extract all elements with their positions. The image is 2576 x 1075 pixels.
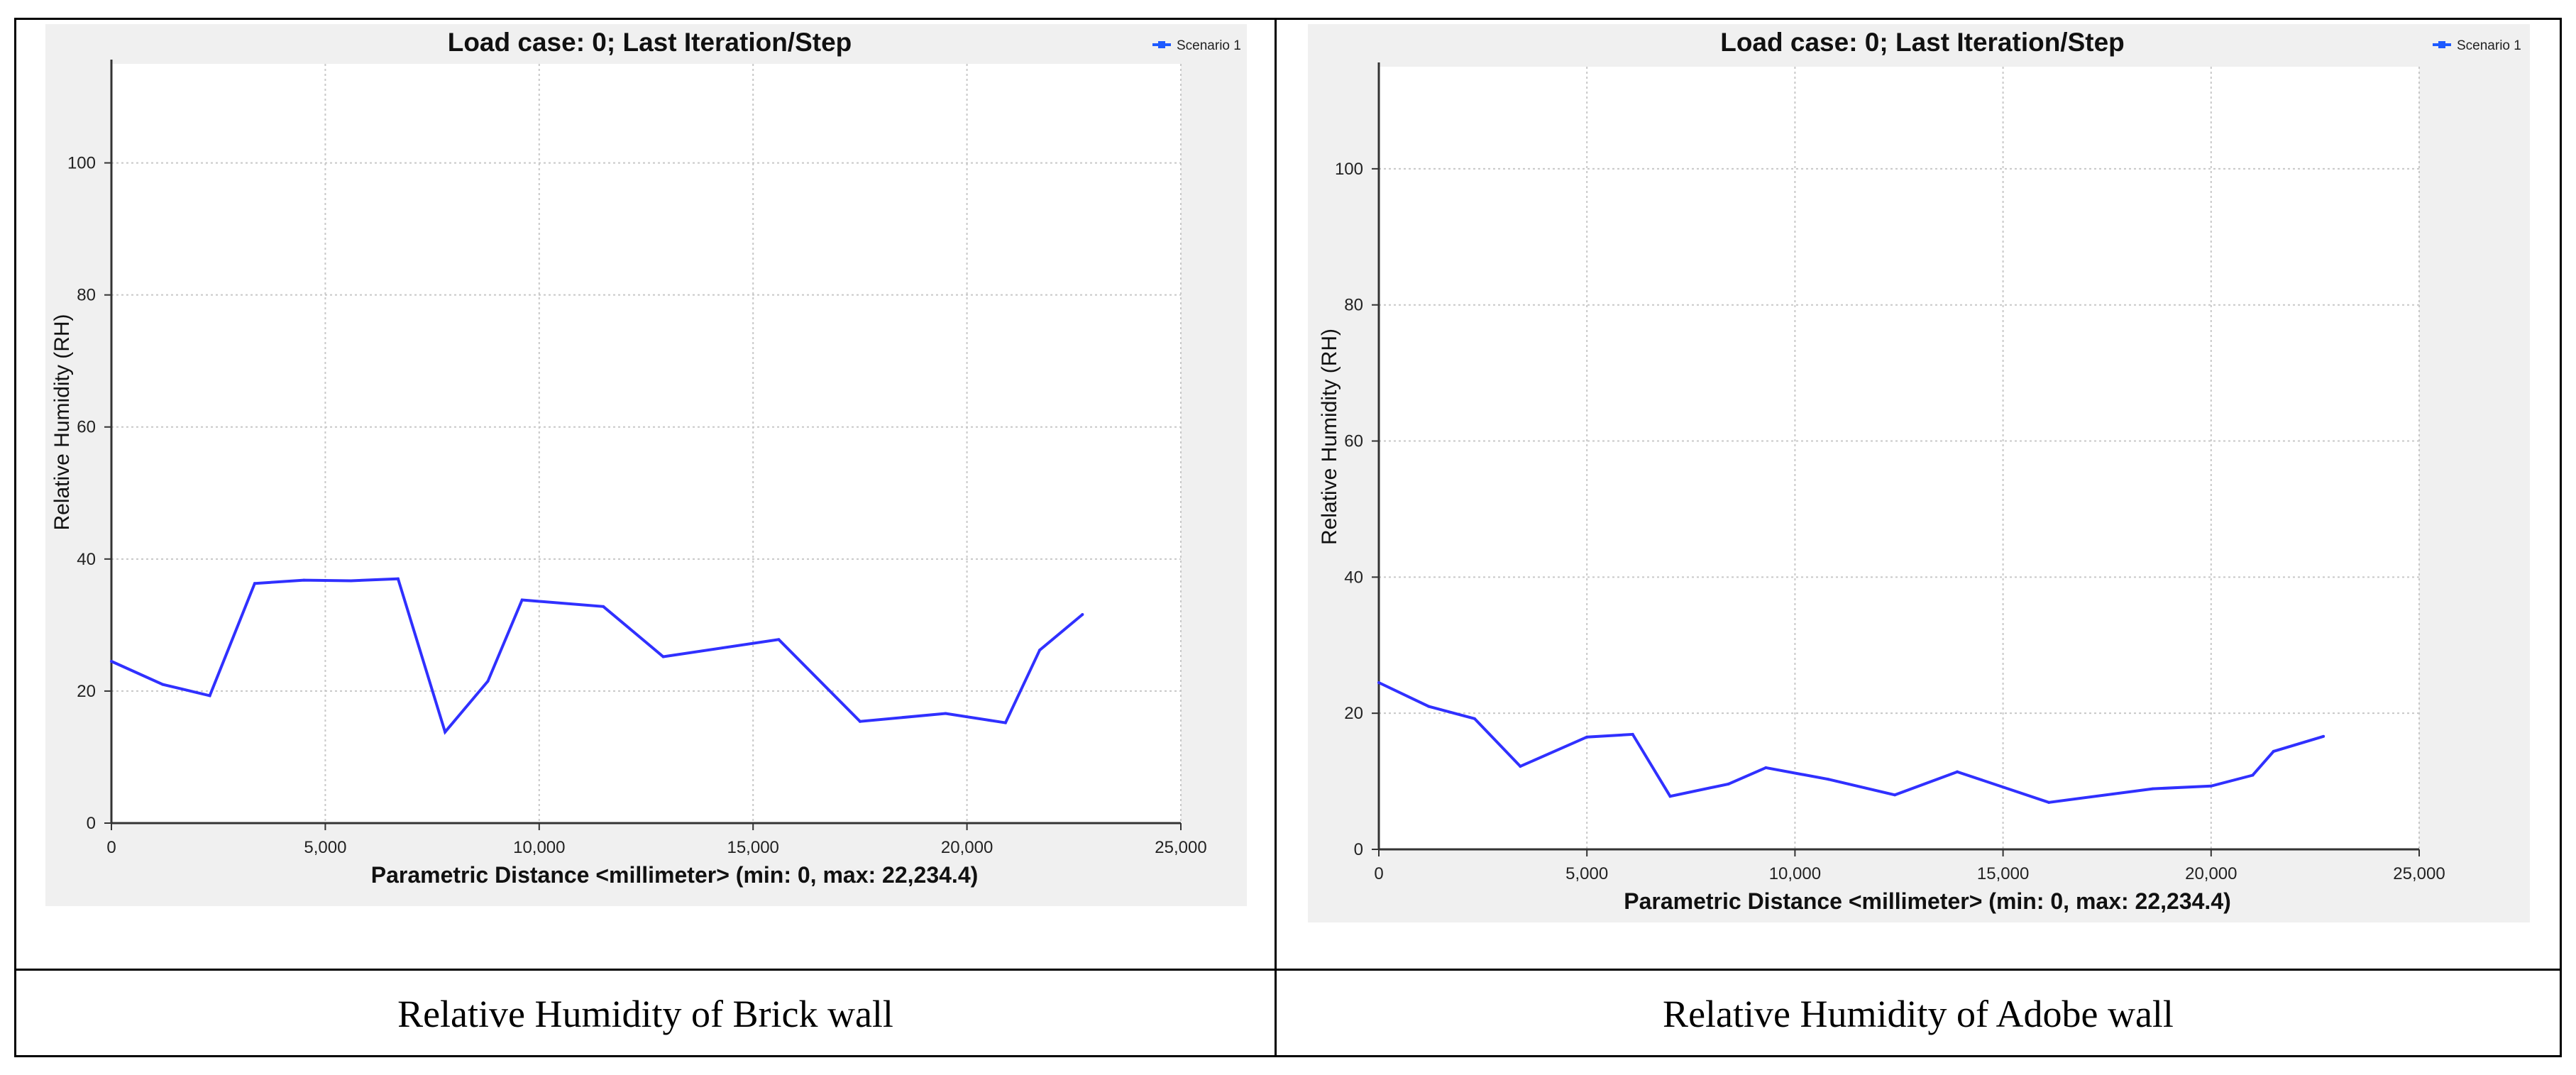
figure-table-border [14, 18, 2562, 1057]
data-point [208, 694, 211, 698]
data-point [858, 720, 862, 723]
y-axis-label: Relative Humidity (RH) [1318, 329, 1341, 545]
x-tick-label: 0 [106, 838, 116, 857]
y-tick-label: 80 [77, 286, 96, 305]
y-tick-label: 40 [77, 550, 96, 569]
data-point [302, 578, 306, 582]
table-row-divider [14, 969, 2562, 971]
x-tick-label: 15,000 [1977, 864, 2029, 883]
series-line-scenario-1 [111, 577, 1084, 735]
x-tick-label: 25,000 [1155, 838, 1206, 857]
x-tick-label: 5,000 [1565, 864, 1608, 883]
legend-label: Scenario 1 [2457, 38, 2521, 53]
y-tick-label: 0 [1354, 840, 1363, 859]
data-point [1668, 795, 1672, 798]
data-point [2251, 773, 2255, 777]
data-point [1519, 764, 1522, 768]
chart-title: Load case: 0; Last Iteration/Step [448, 28, 852, 57]
data-point [349, 579, 353, 583]
y-tick-label: 80 [1344, 296, 1363, 315]
y-tick-label: 20 [1344, 704, 1363, 723]
data-point [1827, 778, 1830, 781]
y-tick-label: 20 [77, 682, 96, 701]
y-axis-label: Relative Humidity (RH) [50, 314, 74, 530]
x-tick-label: 10,000 [513, 838, 565, 857]
x-tick-label: 15,000 [727, 838, 778, 857]
data-point [444, 730, 447, 734]
data-point [1893, 793, 1897, 797]
data-point [1631, 732, 1634, 736]
chart-title: Load case: 0; Last Iteration/Step [1720, 28, 2125, 57]
data-point [2151, 787, 2154, 790]
data-point [1585, 735, 1589, 739]
y-tick-label: 60 [1344, 432, 1363, 451]
data-point [1727, 782, 1730, 785]
y-tick-label: 100 [67, 154, 96, 173]
data-point [1377, 681, 1380, 685]
brick-wall-chart-panel: 0 5,000 10,000 15,000 20,000 25,000 0 20 40 60 80 1… [45, 24, 1247, 906]
data-point [110, 660, 113, 663]
data-point [520, 598, 524, 602]
legend-marker [1158, 41, 1165, 48]
data-point [486, 679, 490, 683]
series-line-scenario-1 [1378, 681, 2324, 804]
data-point [1473, 717, 1476, 720]
y-tick-label: 40 [1344, 568, 1363, 587]
data-point [602, 605, 605, 608]
data-point [661, 655, 665, 658]
x-tick-label: 20,000 [941, 838, 993, 857]
x-tick-label: 5,000 [304, 838, 346, 857]
y-tick-label: 100 [1335, 160, 1363, 179]
data-point [777, 638, 781, 641]
data-point [161, 683, 165, 686]
line-chart-svg: 0 5,000 10,000 15,000 20,000 25,000 0 20 40 60 80 1… [50, 28, 1241, 888]
x-tick-label: 0 [1374, 864, 1383, 883]
data-point [944, 712, 947, 715]
x-axis-label: Parametric Distance <millimeter> (min: 0… [371, 862, 979, 888]
data-point [1003, 721, 1007, 724]
x-tick-label: 20,000 [2185, 864, 2237, 883]
y-tick-label: 0 [87, 814, 96, 833]
brick-wall-caption: Relative Humidity of Brick wall [397, 993, 893, 1035]
legend-label: Scenario 1 [1177, 38, 1241, 53]
data-point [2322, 734, 2325, 738]
data-point [396, 577, 400, 580]
x-axis-label: Parametric Distance <millimeter> (min: 0… [1624, 888, 2231, 914]
y-tick-label: 60 [77, 418, 96, 437]
data-point [1427, 705, 1431, 708]
plot-area [111, 64, 1181, 823]
data-point [1081, 612, 1084, 616]
data-point [1764, 766, 1768, 769]
line-chart-svg: 0 5,000 10,000 15,000 20,000 25,000 0 20 40 60 80 1… [1318, 28, 2521, 914]
x-tick-label: 10,000 [1769, 864, 1821, 883]
data-point [1038, 649, 1042, 652]
data-point [1956, 770, 1959, 773]
data-point [253, 582, 256, 585]
data-point [2272, 749, 2275, 753]
adobe-wall-chart-panel: 0 5,000 10,000 15,000 20,000 25,000 0 20 40 60 80 1… [1308, 24, 2530, 922]
data-point [2209, 784, 2213, 788]
legend-marker [2438, 41, 2445, 48]
plot-area [1379, 67, 2419, 849]
adobe-wall-caption: Relative Humidity of Adobe wall [1663, 993, 2174, 1035]
table-column-divider [1275, 18, 1277, 1057]
data-point [2047, 800, 2051, 804]
x-tick-label: 25,000 [2393, 864, 2445, 883]
